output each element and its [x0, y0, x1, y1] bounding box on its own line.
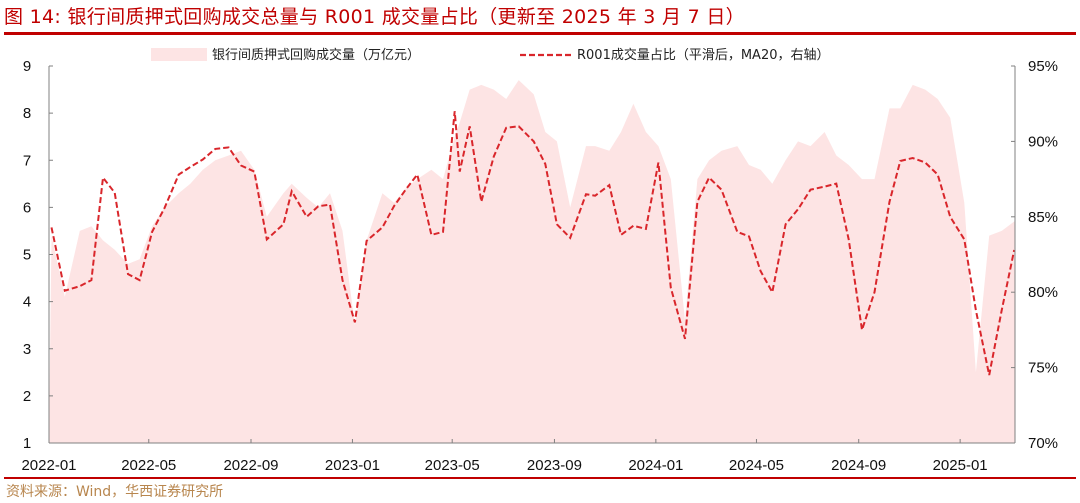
- svg-text:2024-01: 2024-01: [628, 457, 683, 474]
- svg-text:85%: 85%: [1028, 209, 1058, 226]
- chart: 1 2 3 4 5 6 7 8 9 70% 75% 80% 85% 90% 95% 2022-01 2022-0…: [21, 47, 1058, 474]
- svg-text:2022-01: 2022-01: [21, 457, 76, 474]
- svg-text:4: 4: [23, 294, 31, 311]
- svg-text:2023-05: 2023-05: [425, 457, 480, 474]
- legend: 银行间质押式回购成交量（万亿元） R001成交量占比（平滑后，MA20，右轴）: [151, 47, 830, 63]
- svg-text:6: 6: [23, 199, 31, 216]
- volume-area-series: [49, 80, 1015, 443]
- svg-text:5: 5: [23, 247, 31, 264]
- svg-text:9: 9: [23, 58, 31, 75]
- footer-rule: [4, 477, 1076, 479]
- svg-text:2022-09: 2022-09: [223, 457, 278, 474]
- svg-text:1: 1: [23, 435, 31, 452]
- figure-title-text: 银行间质押式回购成交总量与 R001 成交量占比（更新至 2025 年 3 月 …: [67, 6, 745, 28]
- svg-text:2024-05: 2024-05: [729, 457, 784, 474]
- legend-area-swatch: [151, 48, 207, 61]
- r001-share-line-series: [50, 111, 1016, 376]
- svg-text:2025-01: 2025-01: [933, 457, 988, 474]
- svg-text:80%: 80%: [1028, 284, 1058, 301]
- svg-text:90%: 90%: [1028, 133, 1058, 150]
- svg-text:8: 8: [23, 105, 31, 122]
- title-rule: [4, 32, 1076, 35]
- svg-text:2024-09: 2024-09: [831, 457, 886, 474]
- svg-text:2023-01: 2023-01: [325, 457, 380, 474]
- svg-text:7: 7: [23, 152, 31, 169]
- figure-label: 图 14:: [4, 6, 62, 28]
- svg-text:2022-05: 2022-05: [121, 457, 176, 474]
- legend-area-label: 银行间质押式回购成交量（万亿元）: [212, 47, 420, 63]
- svg-text:3: 3: [23, 341, 31, 358]
- svg-text:2: 2: [23, 388, 31, 405]
- legend-line-label: R001成交量占比（平滑后，MA20，右轴）: [577, 47, 830, 63]
- svg-text:75%: 75%: [1028, 360, 1058, 377]
- figure-title: 图 14: 银行间质押式回购成交总量与 R001 成交量占比（更新至 2025 …: [4, 2, 745, 29]
- svg-text:70%: 70%: [1028, 435, 1058, 452]
- svg-text:95%: 95%: [1028, 58, 1058, 75]
- axes: 1 2 3 4 5 6 7 8 9 70% 75% 80% 85% 90% 95% 2022-01 2022-0…: [21, 58, 1058, 474]
- svg-text:2023-09: 2023-09: [527, 457, 582, 474]
- source-note: 资料来源：Wind，华西证券研究所: [6, 484, 224, 500]
